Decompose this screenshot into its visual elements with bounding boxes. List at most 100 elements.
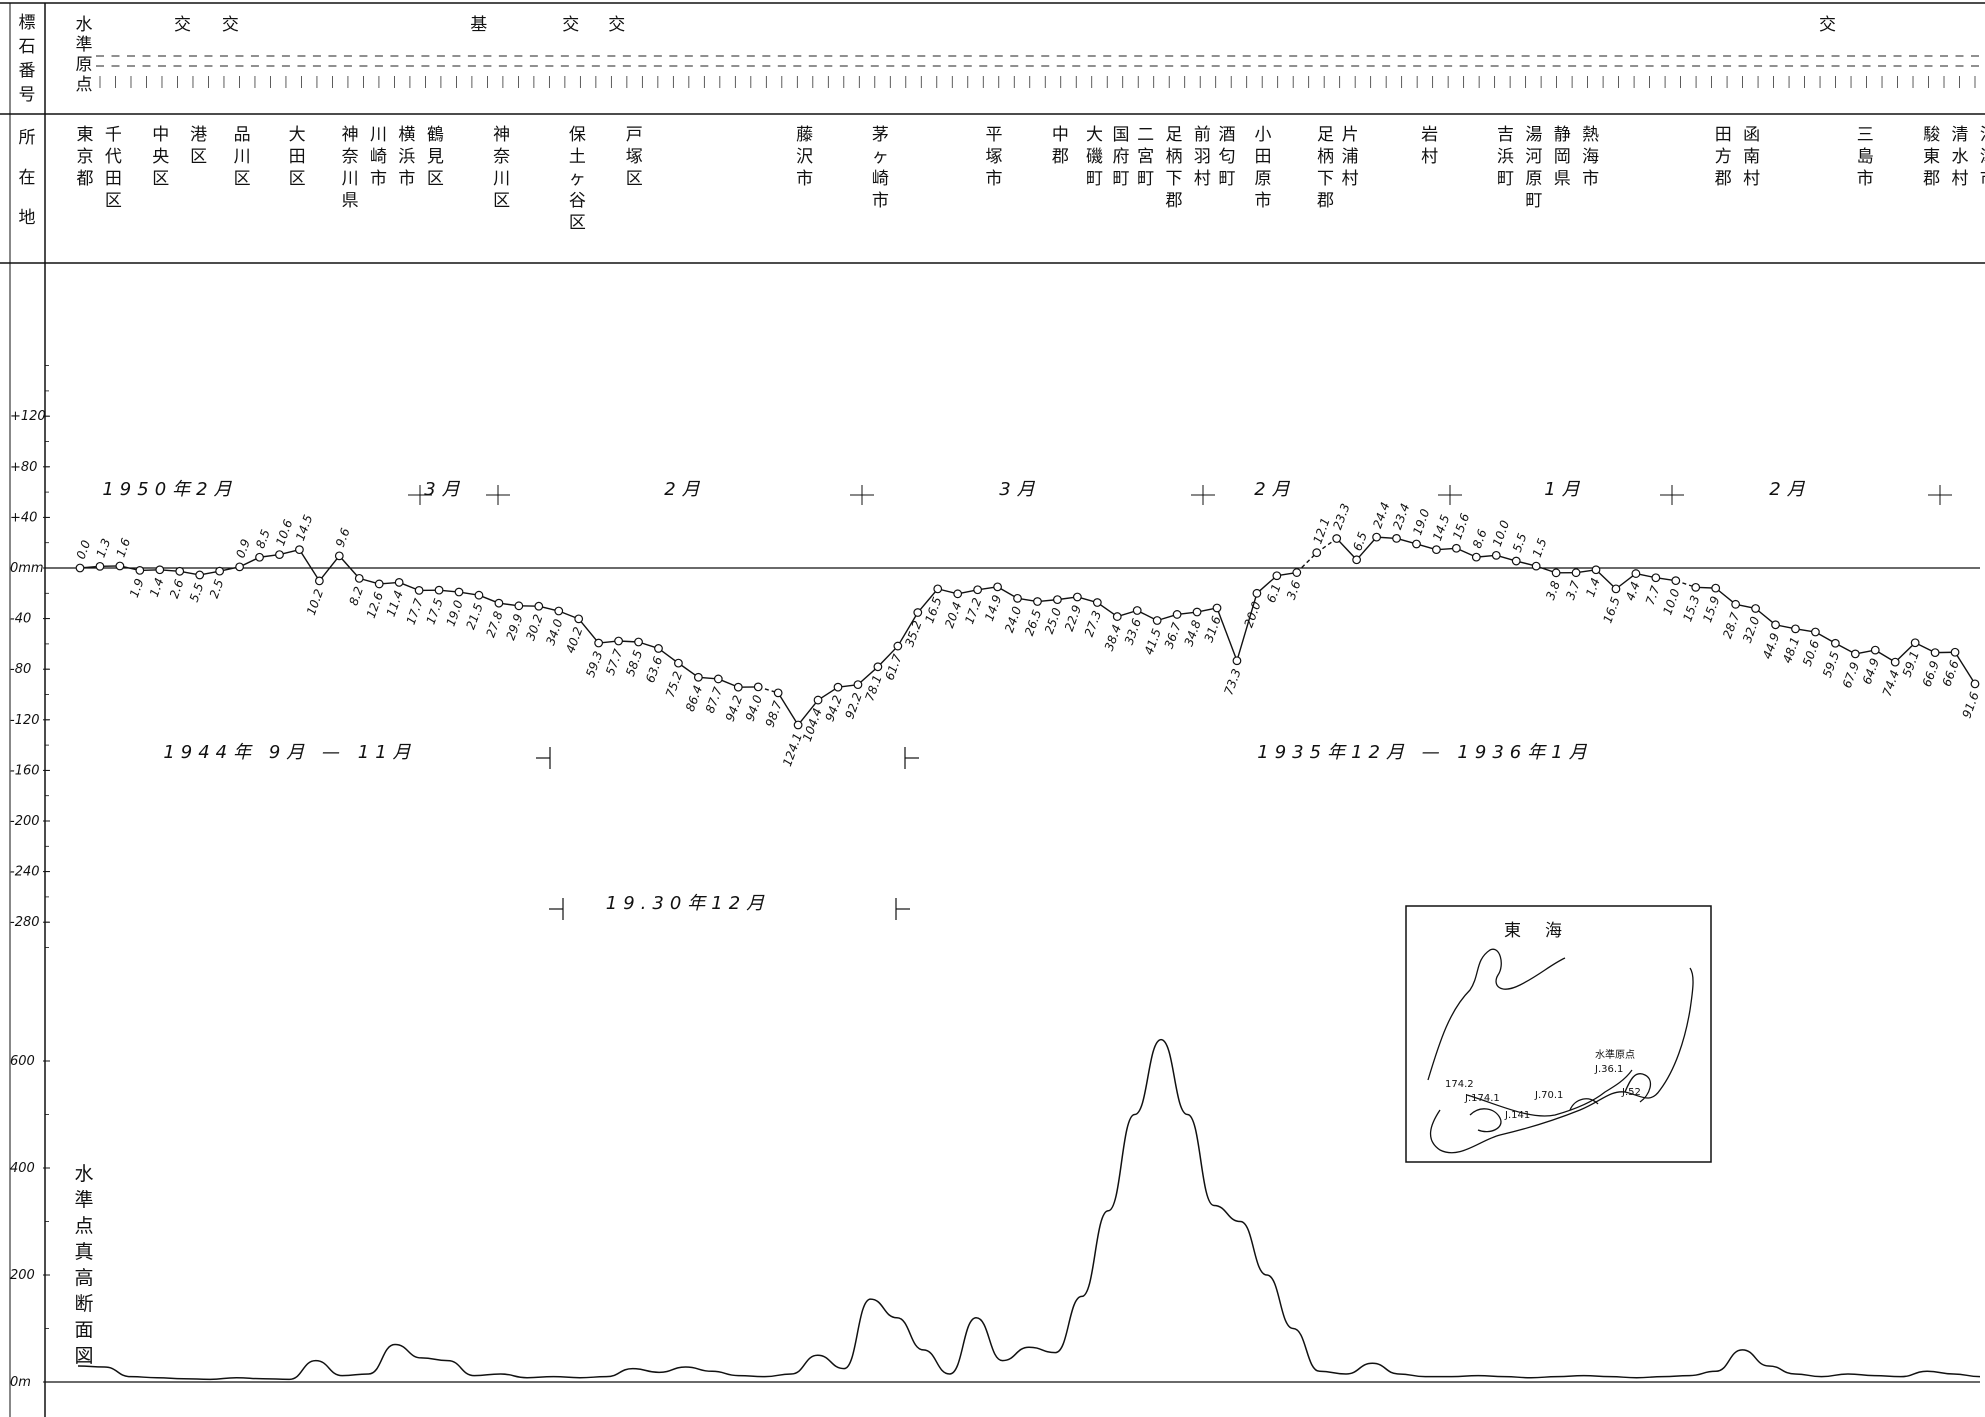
- intersection-mark: 交: [174, 15, 191, 35]
- period-label-upper: 3月: [424, 479, 465, 500]
- svg-text:奈: 奈: [342, 147, 359, 167]
- data-label: 40.2: [563, 625, 585, 655]
- svg-text:平: 平: [986, 125, 1003, 145]
- data-label: 8.6: [1470, 527, 1490, 550]
- data-point: [1451, 543, 1461, 553]
- data-point: [793, 720, 803, 730]
- svg-text:田: 田: [1715, 125, 1732, 145]
- data-point: [474, 590, 484, 600]
- data-point: [1511, 556, 1521, 566]
- svg-text:塚: 塚: [626, 147, 643, 167]
- svg-text:在: 在: [19, 168, 36, 188]
- data-label: 25.0: [1042, 606, 1064, 636]
- data-point: [1591, 565, 1601, 575]
- data-label: 59.3: [583, 649, 605, 679]
- data-point: [1112, 612, 1122, 621]
- data-label: 22.9: [1062, 603, 1084, 633]
- location-name: 横浜市: [398, 125, 415, 189]
- location-name: 藤沢市: [796, 125, 813, 189]
- data-label: 8.2: [346, 585, 366, 608]
- svg-text:町: 町: [1086, 169, 1103, 189]
- svg-text:鶴: 鶴: [427, 125, 444, 145]
- svg-text:駿: 駿: [1923, 125, 1940, 145]
- svg-text:前: 前: [1194, 125, 1211, 145]
- svg-text:吉: 吉: [1497, 125, 1514, 145]
- period-label-upper: 2月: [1254, 479, 1295, 500]
- data-point: [454, 587, 464, 597]
- svg-text:宮: 宮: [1137, 147, 1154, 167]
- period-label-lower: 1935年12月 — 1936年1月: [1257, 742, 1592, 763]
- period-label-upper: 3月: [999, 479, 1040, 500]
- data-point: [713, 674, 723, 684]
- data-point: [813, 695, 823, 705]
- data-label: 75.2: [663, 669, 685, 699]
- data-label: 8.5: [253, 528, 273, 551]
- period-label-upper: 2月: [1769, 479, 1810, 500]
- series-segment: [318, 555, 340, 582]
- intersection-mark: 交: [222, 15, 239, 35]
- data-point: [1910, 638, 1920, 648]
- svg-text:柄: 柄: [1165, 147, 1182, 167]
- data-point: [514, 601, 524, 611]
- data-label: 14.9: [982, 593, 1004, 623]
- series-segment: [1954, 651, 1976, 685]
- series-segment: [1256, 575, 1278, 594]
- svg-text:図: 図: [74, 1345, 93, 1367]
- svg-text:足: 足: [1165, 125, 1182, 145]
- data-point: [314, 576, 324, 586]
- svg-text:村: 村: [1743, 169, 1760, 189]
- svg-text:保: 保: [569, 125, 586, 145]
- inset-benchmark-label: J.70.1: [1534, 1090, 1563, 1101]
- data-label: 61.7: [882, 652, 904, 682]
- y-tick-label: -240: [10, 865, 40, 880]
- svg-text:区: 区: [626, 169, 643, 189]
- location-name: 平塚市: [986, 125, 1003, 189]
- data-point: [1471, 552, 1481, 562]
- data-point: [1292, 568, 1302, 577]
- svg-text:点: 点: [74, 1215, 93, 1237]
- location-name: 清水村: [1952, 125, 1969, 189]
- series-segment: [338, 555, 360, 579]
- svg-text:区: 区: [234, 169, 251, 189]
- svg-text:面: 面: [74, 1319, 93, 1341]
- svg-text:原: 原: [1525, 169, 1542, 189]
- series-segment: [777, 692, 799, 726]
- data-point: [1372, 532, 1381, 542]
- location-name: 大田区: [289, 125, 306, 189]
- data-point: [1312, 548, 1322, 558]
- data-point: [674, 658, 683, 668]
- data-point: [175, 566, 185, 576]
- svg-text:沼: 沼: [1980, 125, 1985, 145]
- svg-text:川: 川: [370, 125, 387, 145]
- data-point: [1731, 599, 1741, 609]
- profile-line: [77, 1038, 1981, 1381]
- y-tick-label: -80: [10, 662, 31, 677]
- data-label: 1.9: [127, 577, 147, 600]
- data-point: [1491, 550, 1501, 560]
- svg-text:戸: 戸: [626, 125, 643, 145]
- svg-text:田: 田: [105, 169, 122, 189]
- svg-text:谷: 谷: [569, 191, 586, 211]
- svg-text:高: 高: [74, 1267, 93, 1289]
- data-point: [1132, 606, 1142, 615]
- period-label-upper: 2月: [664, 479, 705, 500]
- data-point: [1232, 656, 1242, 666]
- data-point: [494, 598, 504, 608]
- svg-text:清: 清: [1952, 125, 1969, 145]
- data-label: 50.6: [1800, 638, 1822, 668]
- data-label: 67.9: [1840, 660, 1862, 690]
- data-point: [733, 682, 743, 692]
- svg-text:市: 市: [872, 191, 889, 211]
- data-point: [1152, 616, 1162, 625]
- location-name: 田方郡: [1715, 125, 1732, 189]
- data-point: [1771, 620, 1780, 630]
- svg-text:断: 断: [74, 1293, 93, 1315]
- svg-text:町: 町: [1219, 169, 1236, 189]
- svg-text:大: 大: [289, 125, 306, 145]
- data-label: 15.6: [1450, 511, 1472, 541]
- data-label: 63.6: [643, 654, 665, 684]
- data-label: 73.3: [1221, 667, 1243, 697]
